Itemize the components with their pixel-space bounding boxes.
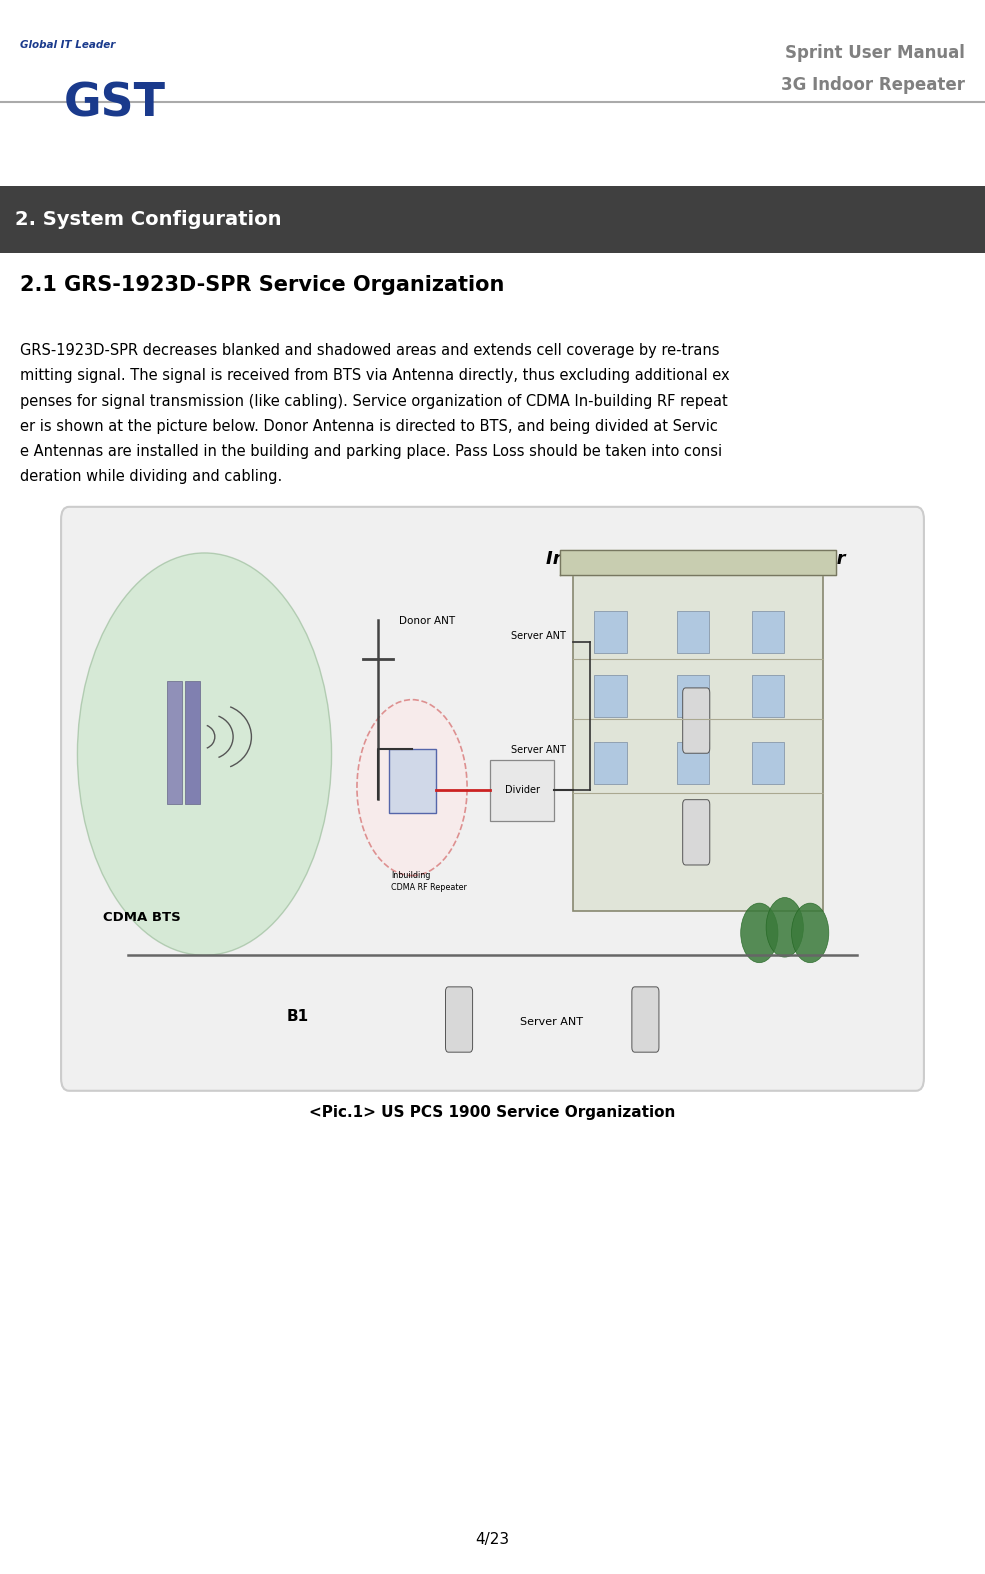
FancyBboxPatch shape — [0, 186, 985, 253]
Text: 3G Indoor Repeater: 3G Indoor Repeater — [781, 76, 965, 93]
FancyBboxPatch shape — [677, 741, 709, 784]
Text: CDMA BTS: CDMA BTS — [102, 910, 180, 924]
FancyBboxPatch shape — [389, 749, 435, 812]
Text: Server ANT: Server ANT — [520, 1017, 583, 1028]
Text: GST: GST — [64, 82, 166, 127]
FancyBboxPatch shape — [752, 675, 784, 716]
FancyBboxPatch shape — [166, 682, 182, 804]
FancyBboxPatch shape — [490, 760, 555, 822]
Text: B1: B1 — [287, 1009, 308, 1025]
Circle shape — [766, 897, 804, 957]
FancyBboxPatch shape — [61, 507, 924, 1091]
Text: Server ANT: Server ANT — [511, 631, 566, 641]
Text: 2. System Configuration: 2. System Configuration — [15, 209, 282, 230]
Text: Donor ANT: Donor ANT — [399, 615, 455, 625]
Text: Sprint User Manual: Sprint User Manual — [785, 44, 965, 61]
Polygon shape — [560, 551, 835, 576]
Circle shape — [357, 699, 467, 875]
FancyBboxPatch shape — [752, 611, 784, 653]
Text: Server ANT: Server ANT — [511, 745, 566, 754]
Text: 2.1 GRS-1923D-SPR Service Organization: 2.1 GRS-1923D-SPR Service Organization — [20, 275, 504, 296]
Text: Divider: Divider — [504, 785, 540, 795]
FancyBboxPatch shape — [594, 675, 626, 716]
FancyBboxPatch shape — [445, 987, 473, 1051]
Text: <Pic.1> US PCS 1900 Service Organization: <Pic.1> US PCS 1900 Service Organization — [309, 1105, 676, 1121]
FancyBboxPatch shape — [677, 675, 709, 716]
Text: Inbuilding CDMA RF Repeater: Inbuilding CDMA RF Repeater — [546, 551, 845, 568]
Text: Inbuilding
CDMA RF Repeater: Inbuilding CDMA RF Repeater — [391, 872, 467, 891]
Circle shape — [741, 903, 778, 963]
Text: Global IT Leader: Global IT Leader — [20, 41, 115, 50]
FancyBboxPatch shape — [594, 741, 626, 784]
FancyBboxPatch shape — [594, 611, 626, 653]
FancyBboxPatch shape — [683, 800, 710, 866]
FancyBboxPatch shape — [573, 576, 822, 910]
FancyBboxPatch shape — [185, 682, 200, 804]
FancyBboxPatch shape — [683, 688, 710, 754]
FancyBboxPatch shape — [677, 611, 709, 653]
Ellipse shape — [78, 552, 332, 955]
Text: GRS-1923D-SPR decreases blanked and shadowed areas and extends cell coverage by : GRS-1923D-SPR decreases blanked and shad… — [20, 343, 729, 485]
FancyBboxPatch shape — [752, 741, 784, 784]
FancyBboxPatch shape — [631, 987, 659, 1051]
Circle shape — [792, 903, 828, 963]
Text: 4/23: 4/23 — [476, 1532, 509, 1547]
